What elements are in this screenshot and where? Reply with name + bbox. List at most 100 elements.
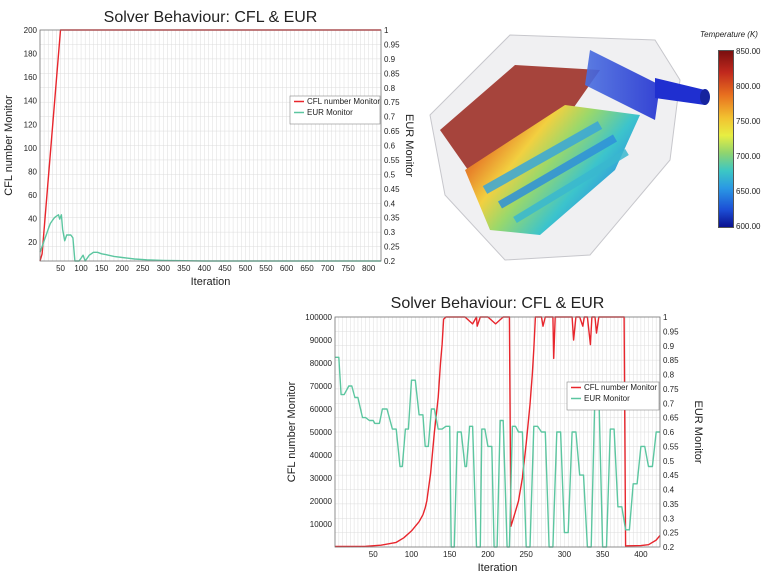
y-axis-title: CFL number Monitor <box>286 381 298 482</box>
y2-tick-label: 1 <box>384 26 389 35</box>
plot-frame <box>334 316 661 548</box>
chart-title: Solver Behaviour: CFL & EUR <box>104 9 318 26</box>
y2-tick-label: 0.45 <box>663 471 679 480</box>
colorbar-title: Temperature (K) <box>700 30 758 39</box>
legend-box <box>566 381 660 411</box>
chart-cfl-eur-bottom: Solver Behaviour: CFL & EUR 50 100 150 200 25… <box>286 295 704 574</box>
y2-tick-label: 0.5 <box>384 170 396 179</box>
x-tick-label: 400 <box>198 264 212 273</box>
y2-tick-label: 0.35 <box>384 214 400 223</box>
colorbar-gradient <box>718 50 734 228</box>
series-line <box>335 356 660 548</box>
x-tick-label: 750 <box>341 264 355 273</box>
y2-tick-label: 0.65 <box>384 127 400 136</box>
y-tick-label: 20 <box>28 238 37 247</box>
y-tick-label: 100 <box>24 144 38 153</box>
x-tick-label: 250 <box>519 550 533 559</box>
y2-tick-label: 1 <box>663 313 668 322</box>
y2-tick-label: 0.65 <box>663 414 679 423</box>
x-tick-label: 200 <box>481 550 495 559</box>
y2-tick-label: 0.95 <box>384 40 400 49</box>
y2-tick-label: 0.9 <box>663 342 675 351</box>
x-tick-label: 700 <box>321 264 335 273</box>
y2-tick-label: 0.3 <box>663 514 675 523</box>
temperature-colorbar: Temperature (K) 850.00 800.00 750.00 700… <box>700 30 768 240</box>
y2-tick-label: 0.2 <box>384 257 396 266</box>
colorbar-tick: 700.00 <box>736 152 761 161</box>
hot-region <box>440 65 600 180</box>
x-tick-label: 650 <box>300 264 314 273</box>
y-tick-label: 80 <box>28 167 37 176</box>
x-tick-label: 350 <box>177 264 191 273</box>
x-tick-label: 150 <box>95 264 109 273</box>
legend-label: CFL number Monitor <box>307 97 380 106</box>
y-tick-label: 30000 <box>310 474 333 483</box>
y-tick-label: 60000 <box>310 405 333 414</box>
y2-tick-label: 0.55 <box>384 156 400 165</box>
y2-tick-label: 0.4 <box>384 199 396 208</box>
colorbar-tick: 750.00 <box>736 117 761 126</box>
y-tick-label: 140 <box>24 97 38 106</box>
colorbar-tick: 850.00 <box>736 47 761 56</box>
y-tick-label: 100000 <box>305 313 332 322</box>
x-tick-label: 400 <box>634 550 648 559</box>
y2-tick-label: 0.6 <box>384 142 396 151</box>
x-tick-label: 300 <box>558 550 572 559</box>
y-tick-label: 80000 <box>310 359 333 368</box>
x-tick-label: 500 <box>239 264 253 273</box>
y-tick-label: 70000 <box>310 382 333 391</box>
x-tick-label: 50 <box>369 550 378 559</box>
y2-tick-label: 0.45 <box>384 185 400 194</box>
y2-tick-label: 0.25 <box>384 243 400 252</box>
x-tick-label: 100 <box>74 264 88 273</box>
pipe <box>585 50 660 120</box>
y2-tick-label: 0.35 <box>663 500 679 509</box>
legend-label: EUR Monitor <box>307 108 353 117</box>
y-axis-title: CFL number Monitor <box>3 95 15 196</box>
y2-tick-label: 0.25 <box>663 529 679 538</box>
y-tick-label: 200 <box>24 26 38 35</box>
x-tick-label: 50 <box>56 264 65 273</box>
y-tick-label: 20000 <box>310 497 333 506</box>
y2-axis-title: EUR Monitor <box>692 401 704 464</box>
y-tick-label: 10000 <box>310 520 333 529</box>
y2-tick-label: 0.75 <box>384 98 400 107</box>
x-tick-label: 550 <box>259 264 273 273</box>
y2-tick-label: 0.95 <box>663 327 679 336</box>
y2-tick-label: 0.3 <box>384 228 396 237</box>
x-tick-label: 100 <box>405 550 419 559</box>
y2-tick-label: 0.8 <box>384 84 396 93</box>
y2-tick-label: 0.55 <box>663 442 679 451</box>
x-tick-label: 600 <box>280 264 294 273</box>
x-tick-label: 150 <box>443 550 457 559</box>
y2-tick-label: 0.9 <box>384 55 396 64</box>
chart-cfl-eur-top: Solver Behaviour: CFL & EUR 50 100 150 200 25… <box>3 9 415 288</box>
y2-tick-label: 0.4 <box>663 486 675 495</box>
legend-label: CFL number Monitor <box>584 383 657 392</box>
render-illustration <box>429 34 710 261</box>
y2-tick-label: 0.7 <box>663 399 675 408</box>
x-tick-label: 350 <box>596 550 610 559</box>
y-tick-label: 180 <box>24 50 38 59</box>
x-tick-label: 200 <box>115 264 129 273</box>
colorbar-tick: 650.00 <box>736 187 761 196</box>
y2-tick-label: 0.8 <box>663 371 675 380</box>
y2-tick-label: 0.7 <box>384 113 396 122</box>
y-tick-label: 90000 <box>310 336 333 345</box>
x-tick-label: 250 <box>136 264 150 273</box>
x-tick-label: 450 <box>218 264 232 273</box>
x-tick-label: 800 <box>362 264 376 273</box>
y-tick-label: 160 <box>24 73 38 82</box>
y2-tick-label: 0.5 <box>663 457 675 466</box>
y2-tick-label: 0.85 <box>663 356 679 365</box>
y-tick-label: 50000 <box>310 428 333 437</box>
chart-title: Solver Behaviour: CFL & EUR <box>391 295 605 312</box>
x-axis-title: Iteration <box>191 276 231 288</box>
y2-tick-label: 0.85 <box>384 69 400 78</box>
y2-axis-title: EUR Monitor <box>403 114 415 177</box>
plot-frame <box>39 29 382 262</box>
y2-tick-label: 0.2 <box>663 543 675 552</box>
y2-tick-label: 0.75 <box>663 385 679 394</box>
y-tick-label: 40000 <box>310 451 333 460</box>
colorbar-tick: 800.00 <box>736 82 761 91</box>
